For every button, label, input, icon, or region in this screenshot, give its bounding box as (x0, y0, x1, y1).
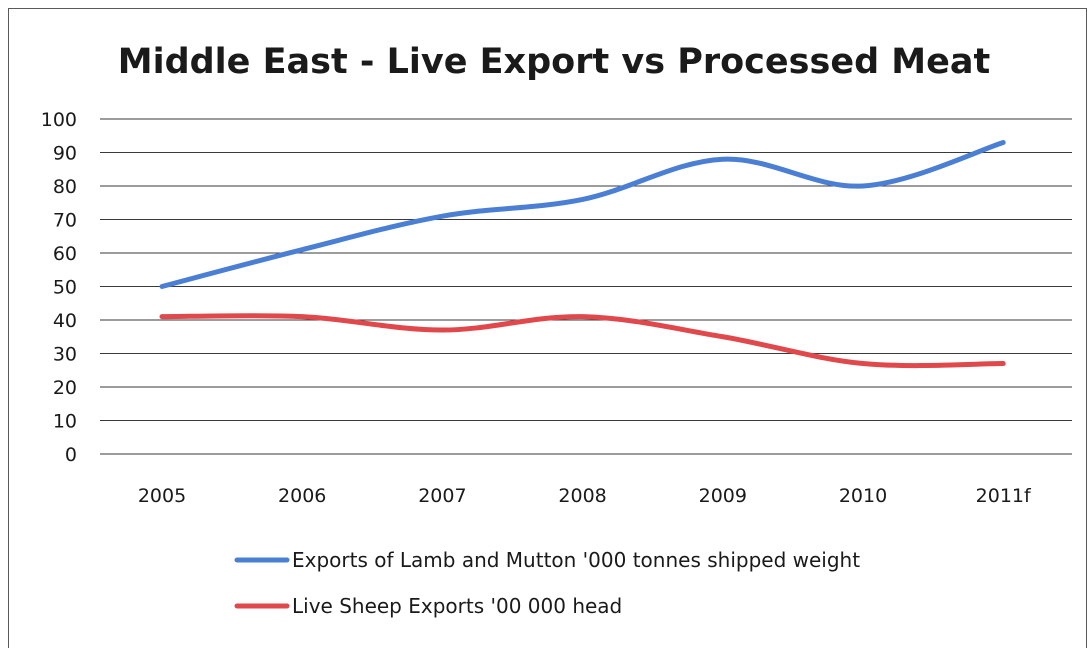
x-tick-label: 2010 (839, 485, 887, 507)
chart-title: Middle East - Live Export vs Processed M… (118, 42, 990, 82)
y-tick-label: 60 (53, 243, 77, 265)
y-tick-label: 10 (53, 411, 77, 433)
y-tick-label: 100 (41, 109, 77, 131)
x-axis-ticks: 2005 2006 2007 2008 2009 2010 2011f (138, 485, 1032, 507)
legend-label: Exports of Lamb and Mutton '000 tonnes s… (292, 548, 860, 572)
x-tick-label: 2011f (976, 485, 1032, 507)
y-tick-label: 30 (53, 344, 77, 366)
legend: Exports of Lamb and Mutton '000 tonnes s… (237, 548, 860, 618)
y-tick-label: 50 (53, 277, 77, 299)
y-tick-label: 80 (53, 176, 77, 198)
y-tick-label: 40 (53, 310, 77, 332)
y-tick-label: 70 (53, 210, 77, 232)
x-tick-label: 2007 (418, 485, 466, 507)
x-tick-label: 2006 (278, 485, 326, 507)
series-line-1 (162, 142, 1003, 286)
y-tick-label: 90 (53, 143, 77, 165)
y-axis-ticks: 0 10 20 30 40 50 60 70 80 90 100 (41, 109, 77, 466)
y-tick-label: 20 (53, 377, 77, 399)
legend-label: Live Sheep Exports '00 000 head (292, 594, 622, 618)
series-lines (162, 142, 1003, 365)
series-line-2 (162, 316, 1003, 366)
x-tick-label: 2008 (558, 485, 606, 507)
y-tick-label: 0 (65, 444, 77, 466)
x-tick-label: 2009 (699, 485, 747, 507)
x-tick-label: 2005 (138, 485, 186, 507)
